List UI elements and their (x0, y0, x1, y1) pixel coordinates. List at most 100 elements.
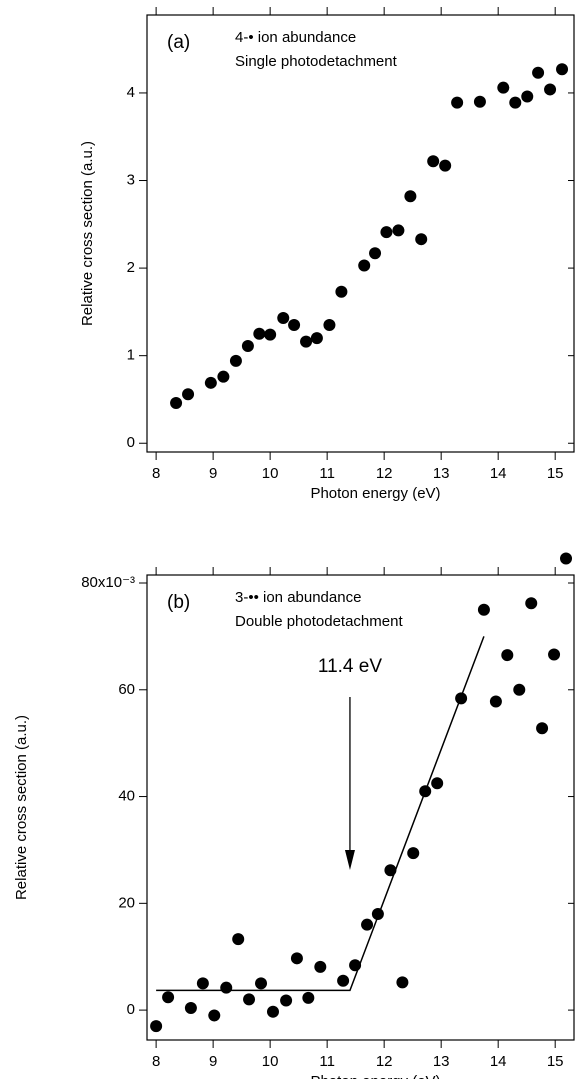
data-point (232, 933, 245, 946)
data-point (220, 981, 233, 994)
y-tick-label: 0 (127, 1001, 135, 1018)
y-tick-label: 3 (127, 171, 135, 188)
arrow-label: 11.4 eV (318, 656, 382, 677)
data-point (243, 993, 256, 1006)
data-point (419, 785, 432, 798)
y-tick-label: 40 (118, 788, 135, 805)
data-point (337, 974, 350, 987)
x-tick-label: 10 (262, 465, 279, 482)
data-point (182, 388, 195, 401)
data-point (497, 81, 510, 94)
data-point (371, 908, 384, 921)
annotation: Single photodetachment (235, 53, 398, 70)
data-point (536, 722, 549, 735)
arrow-head (344, 850, 355, 870)
y-tick-label: 80x10⁻³ (81, 574, 135, 591)
data-point (253, 327, 266, 340)
data-point (208, 1009, 221, 1022)
fit-line (156, 636, 485, 992)
data-point (280, 994, 293, 1007)
data-point (509, 96, 522, 109)
data-point (384, 864, 397, 877)
plot-frame (146, 574, 575, 1041)
data-point (349, 959, 362, 972)
data-point (300, 335, 313, 348)
x-tick-label: 9 (209, 465, 217, 482)
data-point (513, 683, 526, 696)
x-tick-label: 12 (376, 1053, 393, 1070)
y-tick-label: 1 (127, 347, 135, 364)
x-axis-label: Photon energy (eV) (310, 485, 440, 502)
data-point (392, 224, 405, 237)
x-tick-label: 9 (209, 1053, 217, 1070)
data-point (560, 552, 573, 565)
data-point (314, 960, 327, 973)
data-point (501, 649, 514, 662)
data-point (196, 977, 209, 990)
y-tick-label: 0 (127, 434, 135, 451)
data-point (548, 648, 561, 661)
data-point (380, 226, 393, 239)
annotation: Double photodetachment (235, 613, 403, 630)
data-point (477, 603, 490, 616)
data-point (264, 328, 277, 341)
data-point (335, 285, 348, 298)
data-point (204, 376, 217, 389)
data-point (288, 319, 301, 332)
data-point (455, 692, 468, 705)
x-tick-label: 10 (262, 1053, 279, 1070)
data-point (229, 354, 242, 367)
data-point (532, 66, 545, 79)
data-point (451, 96, 464, 109)
data-point (369, 247, 382, 260)
data-point (525, 597, 538, 610)
data-point (396, 976, 409, 989)
x-tick-label: 8 (152, 465, 160, 482)
data-point (162, 991, 175, 1004)
x-tick-label: 13 (433, 1053, 450, 1070)
data-point (217, 370, 230, 383)
data-point (407, 847, 420, 860)
data-point (415, 233, 428, 246)
y-tick-label: 60 (118, 681, 135, 698)
data-point (150, 1020, 163, 1033)
data-point (556, 63, 569, 76)
y-tick-label: 20 (118, 894, 135, 911)
x-tick-label: 14 (490, 465, 507, 482)
data-point (184, 1001, 197, 1014)
data-point (427, 155, 440, 168)
x-tick-label: 15 (547, 1053, 564, 1070)
y-axis-label: Relative cross section (a.u.) (79, 141, 96, 326)
data-point (241, 340, 254, 353)
x-tick-label: 11 (319, 465, 335, 482)
data-point (521, 90, 534, 103)
x-tick-label: 14 (490, 1053, 507, 1070)
x-tick-label: 13 (433, 465, 450, 482)
data-point (473, 95, 486, 108)
panel-label: (b) (167, 592, 190, 613)
x-axis-label: Photon energy (eV) (310, 1073, 440, 1079)
x-tick-label: 12 (376, 465, 393, 482)
data-point (302, 991, 315, 1004)
data-point (544, 83, 557, 96)
x-tick-label: 15 (547, 465, 564, 482)
data-point (439, 159, 452, 172)
annotation: 4-• ion abundance (235, 29, 356, 46)
data-point (361, 918, 374, 931)
y-tick-label: 4 (127, 84, 135, 101)
annotation: 3-•• ion abundance (235, 589, 361, 606)
data-point (266, 1005, 279, 1018)
panel-label: (a) (167, 32, 190, 53)
x-tick-label: 8 (152, 1053, 160, 1070)
y-tick-label: 2 (127, 259, 135, 276)
data-point (404, 190, 417, 203)
data-point (323, 319, 336, 332)
data-point (277, 312, 290, 325)
data-point (170, 396, 183, 409)
data-point (358, 259, 371, 272)
data-point (310, 332, 323, 345)
y-axis-label: Relative cross section (a.u.) (13, 715, 30, 900)
data-point (290, 952, 303, 965)
data-point (431, 777, 444, 790)
